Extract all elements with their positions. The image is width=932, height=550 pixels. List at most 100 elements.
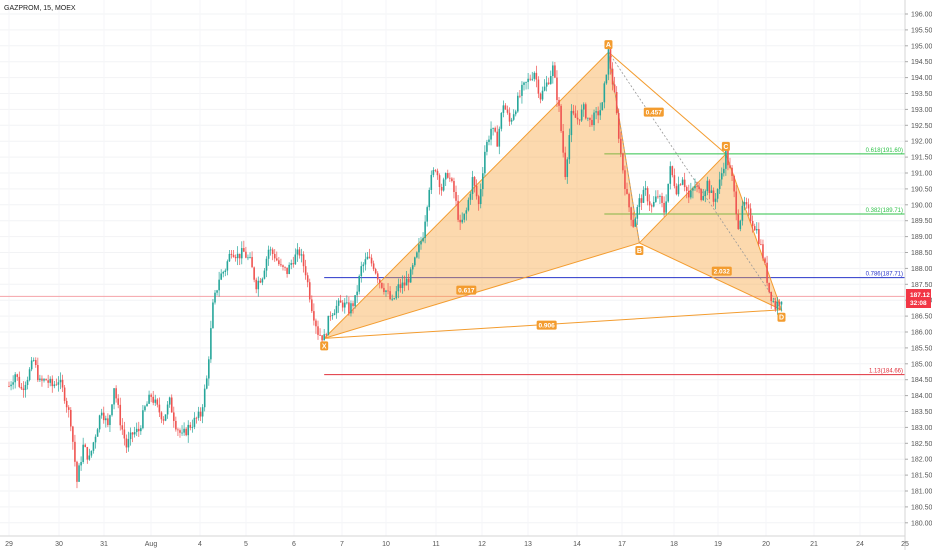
candle-body [517, 95, 519, 112]
candle-body [628, 193, 630, 208]
candle-body [397, 284, 400, 292]
candle-body [90, 450, 93, 456]
candle-body [609, 49, 612, 69]
candle-body [51, 378, 54, 387]
pattern-triangle-bcd[interactable] [638, 152, 783, 311]
candle-body [401, 282, 404, 289]
candle-body [92, 442, 95, 451]
candle-body [319, 334, 321, 336]
candle-body [152, 396, 154, 403]
candle-body [253, 267, 255, 280]
candle-body [615, 92, 618, 114]
candle-body [661, 196, 663, 203]
candle-body [259, 280, 262, 283]
candle-body [652, 201, 655, 207]
y-tick-label: 188.50 [911, 250, 932, 257]
candle-body [28, 369, 31, 380]
candle-body [131, 432, 134, 435]
candle-body [41, 378, 43, 381]
candle-body [65, 400, 68, 408]
candle-body [471, 177, 474, 194]
candle-body [603, 83, 606, 103]
candle-body [502, 105, 505, 113]
candle-body [22, 388, 25, 391]
candle-body [346, 302, 348, 304]
pattern-point-b-box [635, 245, 644, 255]
pattern-point-d-box [777, 312, 786, 322]
candle-body [700, 189, 702, 200]
candle-body [463, 213, 466, 220]
candle-body [123, 429, 126, 439]
x-tick-label: 4 [198, 541, 202, 548]
candle-body [428, 189, 431, 208]
y-tick-label: 180.50 [911, 504, 932, 511]
candle-body [698, 186, 700, 190]
candle-body [323, 334, 325, 341]
candle-body [125, 438, 128, 448]
candle-body [220, 273, 222, 280]
candle-body [185, 428, 187, 436]
candle-body [183, 428, 185, 433]
candle-body [300, 254, 303, 256]
candle-body [164, 414, 167, 421]
candle-body [261, 278, 264, 283]
candle-body [648, 201, 651, 206]
candle-body [760, 244, 762, 245]
candle-body [751, 220, 754, 227]
candle-body [646, 188, 649, 202]
candle-body [725, 150, 727, 169]
fib-level-label: 0.618(191.60) [866, 148, 903, 154]
candle-body [162, 419, 165, 421]
candle-body [368, 256, 371, 258]
candle-body [140, 428, 142, 432]
candle-body [564, 152, 566, 178]
candle-body [59, 379, 62, 383]
candle-body [356, 291, 358, 296]
candle-body [30, 360, 33, 370]
candle-body [758, 229, 760, 245]
candle-body [755, 229, 758, 231]
candle-body [387, 290, 389, 292]
candle-body [263, 270, 266, 279]
candle-body [449, 177, 451, 179]
fib-level-label: 1.13(184.66) [869, 369, 903, 375]
candle-body [407, 278, 410, 283]
candle-body [212, 302, 214, 329]
candle-body [96, 429, 99, 437]
price-axis[interactable]: 180.00 180.50 181.00 181.50 182.00 182.50 183.… [905, 12, 932, 528]
candle-body [137, 428, 140, 432]
candle-body [669, 166, 672, 184]
candle-body [333, 313, 336, 316]
candle-body [350, 303, 352, 314]
candle-body [296, 249, 299, 255]
candle-body [741, 205, 744, 221]
candle-body [683, 179, 686, 188]
candle-body [271, 249, 274, 254]
candle-body [168, 397, 171, 405]
candle-body [613, 84, 616, 93]
candle-body [201, 407, 204, 417]
x-tick-label: 17 [618, 541, 626, 548]
candle-body [63, 387, 66, 401]
candle-body [236, 253, 239, 259]
candle-body [496, 131, 499, 147]
candle-body [166, 404, 169, 415]
candle-body [18, 376, 21, 387]
candle-body [411, 265, 414, 270]
candle-body [57, 382, 60, 385]
candle-body [228, 253, 231, 262]
candle-body [111, 404, 113, 416]
time-axis[interactable]: 29 30 31 Aug 4 5 6 7 10 11 12 13 14 17 18 19 20 21 24 25 [5, 541, 909, 548]
candle-body [376, 273, 379, 280]
candle-body [257, 280, 260, 290]
candle-body [568, 135, 571, 160]
pattern-point-c-box [721, 141, 730, 151]
candle-body [117, 398, 119, 405]
candle-body [12, 382, 14, 385]
candle-body [692, 188, 694, 191]
candle-body [67, 407, 70, 410]
candle-body [337, 300, 340, 306]
candle-body [175, 420, 177, 430]
